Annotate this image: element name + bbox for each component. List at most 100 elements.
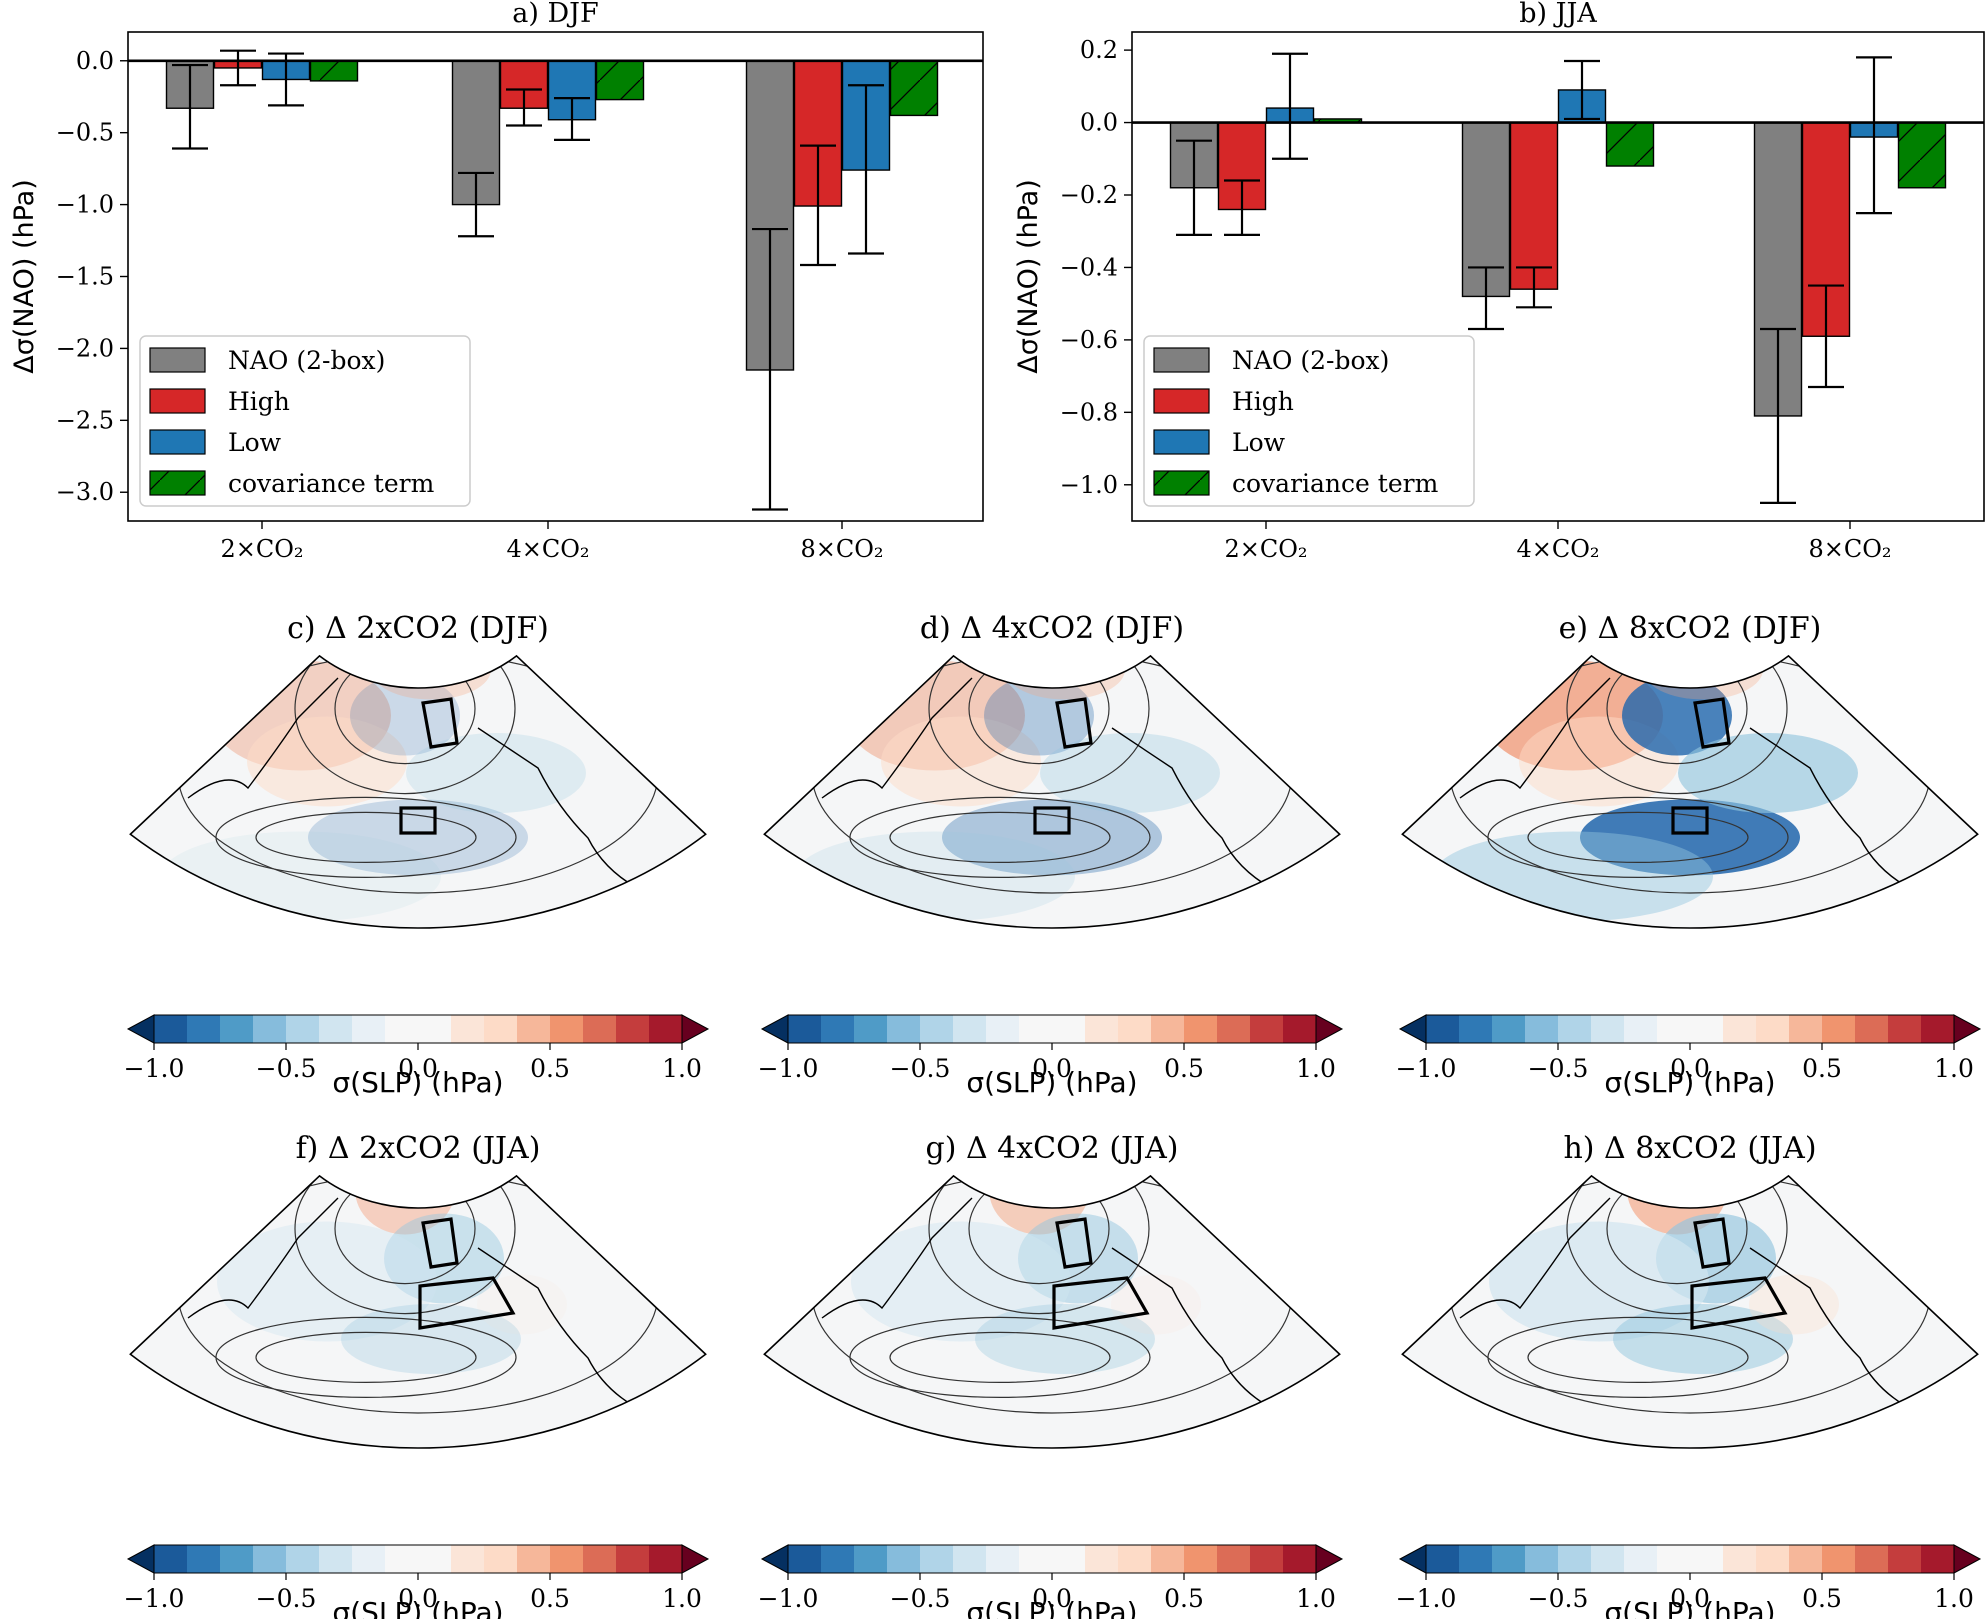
contour-line: [968, 1175, 1110, 1285]
y-tick-label: −0.2: [1060, 181, 1118, 209]
colorbar-tick-label: 0.5: [1802, 1054, 1842, 1083]
legend-box: [139, 335, 471, 507]
colorbar-segment: [1822, 1545, 1856, 1573]
legend-swatch-hatch: [1154, 471, 1209, 495]
colorbar-tick-label: −0.5: [256, 1054, 317, 1083]
colorbar-label: σ(SLP) (hPa): [1604, 1066, 1775, 1099]
anomaly-region: [942, 799, 1162, 876]
legend-swatch: [149, 347, 206, 373]
colorbar-extend-low: [126, 1544, 155, 1574]
map-title: c) Δ 2xCO2 (DJF): [287, 611, 549, 646]
map-title: f) Δ 2xCO2 (JJA): [296, 1131, 541, 1166]
map-panel-1: c) Δ 2xCO2 (DJF) −1.0 −0.5 0.0 0.5 1.0 σ(SLP) …: [124, 611, 710, 1099]
contour-line: [1566, 1175, 1788, 1315]
colorbar-tick-label: −0.5: [256, 1584, 317, 1613]
contour-line: [968, 655, 1110, 765]
colorbar-tick-label: −0.5: [890, 1584, 951, 1613]
y-tick-label: −0.5: [56, 119, 114, 147]
colorbar-segment: [1525, 1015, 1559, 1043]
colorbar-segment: [821, 1015, 855, 1043]
y-tick-label: 0.2: [1080, 36, 1118, 64]
colorbar-tick-label: 1.0: [662, 1584, 702, 1613]
colorbar-tick-label: 0.0: [1670, 1054, 1710, 1083]
colorbar-segment: [920, 1545, 954, 1573]
x-tick-label: 8×CO₂: [800, 535, 883, 563]
colorbar-segment: [1888, 1545, 1922, 1573]
colorbar-segment: [1624, 1545, 1658, 1573]
y-axis-label: Δσ(NAO) (hPa): [9, 179, 40, 373]
legend-label: Low: [1232, 428, 1286, 457]
colorbar-tick-label: 1.0: [1934, 1054, 1974, 1083]
colorbar-segment: [1459, 1015, 1493, 1043]
colorbar-segment: [616, 1545, 650, 1573]
colorbar-segment: [1019, 1545, 1053, 1573]
colorbar-segment: [319, 1015, 353, 1043]
colorbar-segment: [385, 1015, 419, 1043]
map-frame: [129, 654, 707, 929]
colorbar-segment: [887, 1545, 921, 1573]
colorbar-segment: [1822, 1015, 1856, 1043]
anomaly-region: [881, 716, 1041, 807]
colorbar-segment: [986, 1545, 1020, 1573]
colorbar-segment: [649, 1015, 683, 1043]
colorbar-tick-label: 0.0: [1032, 1584, 1072, 1613]
contour-line: [255, 1331, 477, 1384]
colorbar-tick-label: 0.5: [530, 1054, 570, 1083]
colorbar-segment: [1250, 1545, 1284, 1573]
colorbar-segment: [1591, 1545, 1625, 1573]
colorbar-segment: [1558, 1545, 1592, 1573]
anomaly-region: [371, 655, 491, 700]
anomaly-region: [350, 675, 460, 756]
x-tick-label: 8×CO₂: [1808, 535, 1891, 563]
colorbar-segment: [187, 1015, 221, 1043]
anomaly-region: [984, 675, 1094, 756]
colorbar-tick-label: 0.0: [398, 1054, 438, 1083]
nao-box-south: [1690, 1276, 1788, 1330]
colorbar-extend-high: [1315, 1544, 1344, 1574]
colorbar-segment: [550, 1545, 584, 1573]
colorbar-segment: [583, 1545, 617, 1573]
legend-label: Low: [228, 428, 282, 457]
y-tick-label: −1.0: [56, 191, 114, 219]
y-tick-label: −2.5: [56, 406, 114, 434]
colorbar-segment: [1690, 1015, 1724, 1043]
colorbar-tick-label: −1.0: [758, 1054, 819, 1083]
map-background: [130, 1175, 706, 1449]
colorbar-segment: [1855, 1545, 1889, 1573]
colorbar-segment: [1283, 1545, 1317, 1573]
colorbar-extend-low: [1398, 1014, 1427, 1044]
colorbar-segment: [1184, 1545, 1218, 1573]
colorbar-segment: [1426, 1545, 1460, 1573]
y-tick-label: −1.5: [56, 263, 114, 291]
colorbar-extend-high: [1953, 1014, 1982, 1044]
colorbar-segment: [385, 1545, 419, 1573]
contour-line: [889, 1331, 1111, 1384]
chart-title: b) JJA: [1519, 0, 1597, 29]
chart-title: a) DJF: [512, 0, 598, 29]
colorbar-label: σ(SLP) (hPa): [966, 1066, 1137, 1099]
nao-box-south: [1671, 806, 1709, 835]
colorbar-segment: [1184, 1015, 1218, 1043]
map-title: h) Δ 8xCO2 (JJA): [1563, 1131, 1816, 1166]
contour-line: [334, 1175, 476, 1285]
map-panel-2: d) Δ 4xCO2 (DJF) −1.0 −0.5 0.0 0.5 1.0 σ(SLP) …: [758, 611, 1344, 1099]
map-field: [161, 655, 659, 922]
contour-line: [1566, 655, 1788, 795]
map-panel-5: g) Δ 4xCO2 (JJA) −1.0 −0.5 0.0 0.5 1.0 σ(SLP) …: [758, 1131, 1344, 1619]
colorbar-segment: [1756, 1015, 1790, 1043]
map-field: [811, 1175, 1293, 1419]
map-frame: [129, 1174, 707, 1449]
colorbar-segment: [253, 1015, 287, 1043]
colorbar-tick-label: 0.5: [530, 1584, 570, 1613]
y-tick-label: −0.8: [1060, 398, 1118, 426]
y-tick-label: −0.6: [1060, 326, 1118, 354]
colorbar-segment: [451, 1015, 485, 1043]
anomaly-region: [1040, 733, 1220, 813]
colorbar-segment: [1657, 1015, 1691, 1043]
legend-label: NAO (2-box): [228, 346, 385, 375]
anomaly-region: [1111, 1274, 1201, 1335]
nao-box-north: [1693, 1217, 1731, 1269]
colorbar-label: σ(SLP) (hPa): [1604, 1596, 1775, 1619]
colorbar-segment: [1019, 1015, 1053, 1043]
map-frame: [763, 1174, 1341, 1449]
